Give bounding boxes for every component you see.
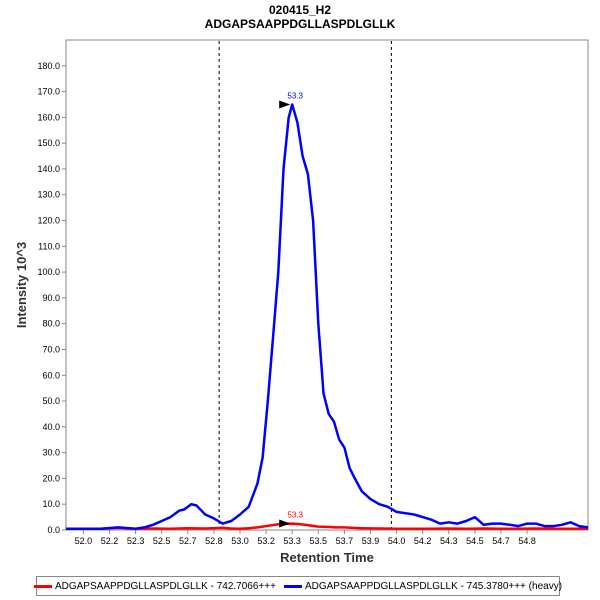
- x-tick-label: 54.2: [414, 536, 432, 546]
- y-tick-label: 20.0: [42, 473, 60, 483]
- y-tick-label: 170.0: [37, 87, 60, 97]
- y-tick-label: 110.0: [38, 241, 60, 251]
- peak-label: 53.3: [287, 511, 303, 520]
- y-tick-label: 80.0: [42, 319, 60, 329]
- x-tick-label: 54.5: [466, 536, 484, 546]
- chromatogram-chart: 020415_H2 ADGAPSAAPPDGLLASPDLGLLK 0.0 10.…: [14, 3, 589, 565]
- legend: ADGAPSAAPPDGLLASPDLGLLK - 742.7066+++ AD…: [33, 576, 563, 596]
- y-axis-label: Intensity 10^3: [14, 242, 29, 328]
- x-tick-label: 52.8: [205, 536, 223, 546]
- peak-markers: 53.3 53.3: [279, 91, 304, 528]
- legend-item-light: ADGAPSAAPPDGLLASPDLGLLK - 742.7066+++: [33, 580, 276, 592]
- x-tick-label: 53.7: [336, 536, 354, 546]
- y-tick-label: 30.0: [42, 448, 60, 458]
- peak-arrow-marker: [279, 519, 291, 528]
- x-tick-label: 54.8: [518, 536, 536, 546]
- legend-swatch-light: [33, 584, 52, 588]
- y-tick-label: 130.0: [37, 190, 60, 200]
- x-axis-label: Retention Time: [280, 550, 374, 565]
- peak-label: 53.3: [287, 91, 303, 100]
- legend-swatch-heavy: [283, 584, 302, 588]
- x-tick-label: 52.3: [127, 536, 145, 546]
- x-tick-label: 52.7: [179, 536, 197, 546]
- y-tick-label: 40.0: [42, 422, 60, 432]
- x-tick-label: 54.0: [388, 536, 406, 546]
- y-tick-label: 50.0: [42, 396, 60, 406]
- x-tick-label: 53.9: [362, 536, 380, 546]
- y-tick-label: 10.0: [42, 499, 60, 509]
- x-tick-label: 54.7: [492, 536, 510, 546]
- chart-title: 020415_H2: [269, 3, 331, 17]
- y-tick-label: 90.0: [42, 293, 60, 303]
- y-tick-label: 140.0: [37, 164, 60, 174]
- y-tick-label: 150.0: [37, 138, 60, 148]
- peak-arrow-marker: [279, 100, 291, 109]
- series-line-light: [66, 522, 588, 530]
- series-line-heavy: [66, 103, 589, 530]
- x-tick-label: 52.2: [101, 536, 119, 546]
- y-tick-label: 100.0: [37, 267, 60, 277]
- y-tick-label: 70.0: [42, 344, 60, 354]
- x-tick-label: 53.3: [283, 536, 301, 546]
- x-tick-label: 53.2: [257, 536, 275, 546]
- legend-label-heavy: ADGAPSAAPPDGLLASPDLGLLK - 745.3780+++ (h…: [304, 580, 563, 592]
- x-tick-label: 54.3: [440, 536, 458, 546]
- plot-area: [65, 39, 589, 531]
- series-group: [66, 103, 589, 530]
- y-axis: 0.0 10.0 20.0 30.0 40.0 50.0 60.0 70.0 80.0 90.0 1…: [37, 61, 66, 535]
- x-tick-label: 53.0: [231, 536, 249, 546]
- x-tick-label: 53.5: [310, 536, 328, 546]
- x-tick-label: 52.5: [153, 536, 171, 546]
- x-axis: 52.0 52.2 52.3 52.5 52.7 52.8 53.0 53.2 53.3 53.5…: [75, 530, 536, 546]
- legend-label-light: ADGAPSAAPPDGLLASPDLGLLK - 742.7066+++: [54, 580, 276, 592]
- legend-item-heavy: ADGAPSAAPPDGLLASPDLGLLK - 745.3780+++ (h…: [283, 580, 563, 592]
- y-tick-label: 180.0: [37, 61, 60, 71]
- y-tick-label: 120.0: [37, 216, 60, 226]
- x-tick-label: 52.0: [75, 536, 93, 546]
- chart-subtitle: ADGAPSAAPPDGLLASPDLGLLK: [205, 17, 396, 31]
- y-tick-label: 0.0: [47, 525, 60, 535]
- y-tick-label: 60.0: [42, 370, 60, 380]
- y-tick-label: 160.0: [37, 112, 60, 122]
